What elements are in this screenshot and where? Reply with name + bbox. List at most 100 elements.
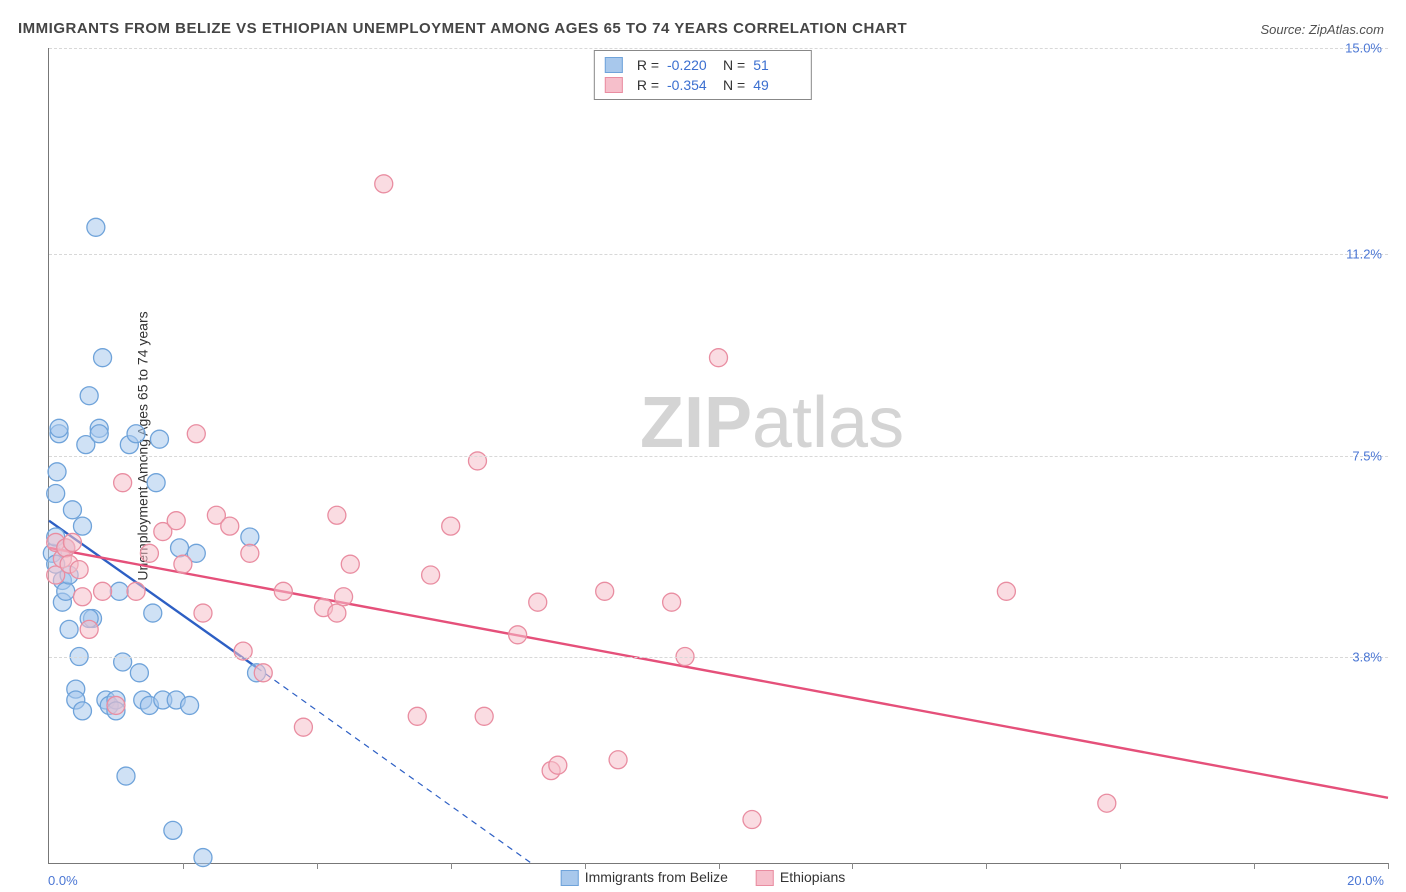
x-tick (317, 863, 318, 869)
gridline (49, 456, 1388, 457)
ethiopians-point (254, 664, 272, 682)
r-label: R = (637, 77, 659, 93)
n-label: N = (723, 77, 745, 93)
x-legend-label: Immigrants from Belize (585, 869, 728, 885)
ethiopians-point (274, 582, 292, 600)
belize-point (57, 582, 75, 600)
ethiopians-point (341, 555, 359, 573)
source-attribution: Source: ZipAtlas.com (1260, 22, 1384, 37)
ethiopians-point (422, 566, 440, 584)
legend-swatch (605, 57, 623, 73)
ethiopians-point (609, 751, 627, 769)
belize-point (147, 474, 165, 492)
belize-point (181, 696, 199, 714)
x-tick (183, 863, 184, 869)
r-value: -0.220 (667, 57, 715, 73)
y-tick-label: 7.5% (1352, 448, 1382, 463)
chart-plot-area: ZIPatlas 3.8%7.5%11.2%15.0% (48, 48, 1388, 864)
ethiopians-point (167, 512, 185, 530)
ethiopians-point (328, 506, 346, 524)
x-legend-label: Ethiopians (780, 869, 845, 885)
r-value: -0.354 (667, 77, 715, 93)
ethiopians-point (127, 582, 145, 600)
ethiopians-point (743, 811, 761, 829)
ethiopians-point (475, 707, 493, 725)
ethiopians-point (73, 588, 91, 606)
x-tick (986, 863, 987, 869)
belize-point (90, 425, 108, 443)
n-value: 49 (753, 77, 801, 93)
belize-point (60, 620, 78, 638)
ethiopians-point (70, 561, 88, 579)
chart-title: IMMIGRANTS FROM BELIZE VS ETHIOPIAN UNEM… (18, 20, 907, 37)
x-axis-legend: Immigrants from Belize Ethiopians (561, 869, 846, 886)
n-value: 51 (753, 57, 801, 73)
r-label: R = (637, 57, 659, 73)
belize-trendline-extrapolated (257, 667, 531, 863)
ethiopians-point (107, 696, 125, 714)
belize-point (47, 485, 65, 503)
ethiopians-point (408, 707, 426, 725)
belize-point (144, 604, 162, 622)
belize-point (73, 702, 91, 720)
legend-swatch (605, 77, 623, 93)
ethiopians-point (294, 718, 312, 736)
ethiopians-point (710, 349, 728, 367)
gridline (49, 657, 1388, 658)
y-tick-label: 11.2% (1346, 247, 1382, 262)
x-tick (852, 863, 853, 869)
x-tick (451, 863, 452, 869)
belize-point (164, 821, 182, 839)
ethiopians-point (549, 756, 567, 774)
ethiopians-point (997, 582, 1015, 600)
belize-point (171, 539, 189, 557)
x-tick (1254, 863, 1255, 869)
ethiopians-point (1098, 794, 1116, 812)
x-legend-item: Immigrants from Belize (561, 869, 728, 886)
belize-point (48, 463, 66, 481)
ethiopians-point (328, 604, 346, 622)
belize-point (110, 582, 128, 600)
belize-point (80, 387, 98, 405)
belize-point (50, 419, 68, 437)
x-origin-label: 0.0% (48, 873, 78, 888)
x-legend-item: Ethiopians (756, 869, 845, 886)
belize-point (150, 430, 168, 448)
ethiopians-point (187, 425, 205, 443)
belize-point (117, 767, 135, 785)
x-tick (1120, 863, 1121, 869)
belize-point (127, 425, 145, 443)
ethiopians-point (80, 620, 98, 638)
ethiopians-point (140, 544, 158, 562)
y-tick-label: 15.0% (1345, 41, 1382, 56)
source-prefix: Source: (1260, 22, 1308, 37)
legend-swatch (756, 870, 774, 886)
n-label: N = (723, 57, 745, 73)
belize-point (94, 349, 112, 367)
ethiopians-point (94, 582, 112, 600)
ethiopians-point (442, 517, 460, 535)
ethiopians-point (335, 588, 353, 606)
x-tick (1388, 863, 1389, 869)
ethiopians-point (174, 555, 192, 573)
gridline (49, 48, 1388, 49)
source-name: ZipAtlas.com (1309, 22, 1384, 37)
ethiopians-point (375, 175, 393, 193)
ethiopians-point (596, 582, 614, 600)
ethiopians-point (509, 626, 527, 644)
belize-point (241, 528, 259, 546)
y-tick-label: 3.8% (1352, 649, 1382, 664)
ethiopians-point (194, 604, 212, 622)
stats-legend-row: R = -0.354 N = 49 (605, 75, 801, 95)
belize-point (130, 664, 148, 682)
ethiopians-point (529, 593, 547, 611)
legend-swatch (561, 870, 579, 886)
x-max-label: 20.0% (1347, 873, 1384, 888)
gridline (49, 254, 1388, 255)
ethiopians-point (221, 517, 239, 535)
belize-point (63, 501, 81, 519)
belize-point (73, 517, 91, 535)
belize-point (194, 849, 212, 867)
stats-legend: R = -0.220 N = 51 R = -0.354 N = 49 (594, 50, 812, 100)
stats-legend-row: R = -0.220 N = 51 (605, 55, 801, 75)
